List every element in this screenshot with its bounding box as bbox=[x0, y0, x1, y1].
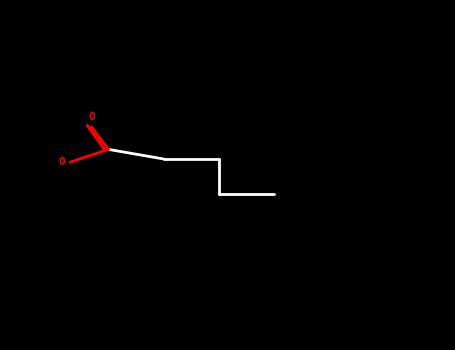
Text: O: O bbox=[88, 112, 95, 122]
Text: O: O bbox=[58, 157, 65, 167]
